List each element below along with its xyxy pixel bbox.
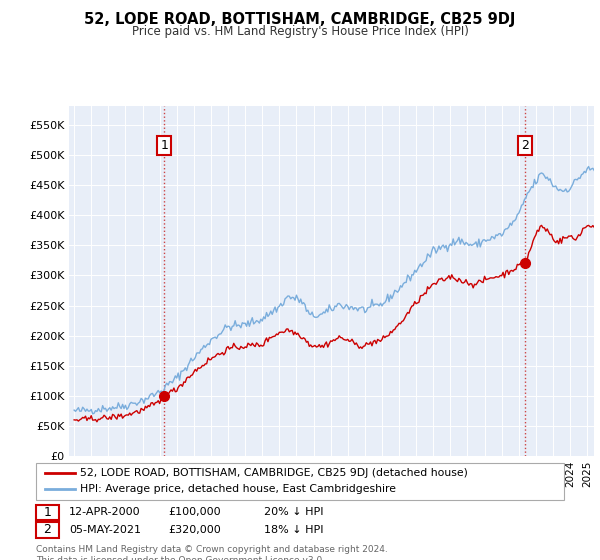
Text: 1: 1 [43,506,52,519]
Text: £100,000: £100,000 [168,507,221,517]
Text: HPI: Average price, detached house, East Cambridgeshire: HPI: Average price, detached house, East… [80,484,396,494]
Text: Contains HM Land Registry data © Crown copyright and database right 2024.
This d: Contains HM Land Registry data © Crown c… [36,545,388,560]
Text: 2: 2 [43,523,52,536]
Text: Price paid vs. HM Land Registry's House Price Index (HPI): Price paid vs. HM Land Registry's House … [131,25,469,38]
Text: 2: 2 [521,139,529,152]
Text: 1: 1 [160,139,169,152]
Text: £320,000: £320,000 [168,525,221,535]
Text: 05-MAY-2021: 05-MAY-2021 [69,525,141,535]
Text: 12-APR-2000: 12-APR-2000 [69,507,140,517]
Text: 20% ↓ HPI: 20% ↓ HPI [264,507,323,517]
Text: 52, LODE ROAD, BOTTISHAM, CAMBRIDGE, CB25 9DJ: 52, LODE ROAD, BOTTISHAM, CAMBRIDGE, CB2… [85,12,515,27]
Text: 52, LODE ROAD, BOTTISHAM, CAMBRIDGE, CB25 9DJ (detached house): 52, LODE ROAD, BOTTISHAM, CAMBRIDGE, CB2… [80,468,467,478]
Text: 18% ↓ HPI: 18% ↓ HPI [264,525,323,535]
